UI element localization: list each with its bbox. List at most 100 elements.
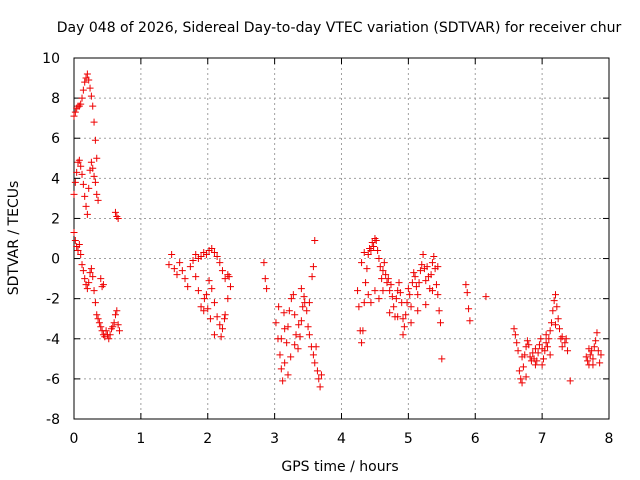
data-point	[367, 299, 375, 307]
data-point	[535, 341, 543, 349]
data-point	[114, 321, 122, 329]
data-point	[97, 275, 105, 283]
data-point	[358, 339, 366, 347]
data-point	[85, 279, 93, 287]
data-point	[594, 347, 602, 355]
y-tick-label: -6	[46, 372, 60, 388]
data-point	[304, 323, 312, 331]
data-point	[585, 345, 593, 353]
data-point	[113, 307, 121, 315]
data-point	[517, 375, 525, 383]
data-point	[550, 297, 558, 305]
x-tick-labels: 0 1 2 3 4 5 6 7 8	[70, 431, 614, 447]
data-point	[309, 351, 317, 359]
x-tick-label: 4	[337, 431, 346, 447]
data-point	[208, 245, 216, 253]
data-point	[78, 261, 86, 269]
data-point	[596, 359, 604, 367]
data-point	[208, 285, 216, 293]
data-point	[86, 84, 94, 92]
data-point	[399, 331, 407, 339]
data-point	[220, 315, 228, 323]
data-point	[432, 281, 440, 289]
y-tick-label: -8	[46, 412, 60, 428]
data-point	[386, 309, 394, 317]
data-point	[78, 170, 86, 178]
data-point	[216, 259, 224, 267]
data-point	[422, 301, 430, 309]
data-point	[515, 367, 523, 375]
data-point	[85, 76, 93, 84]
data-point	[376, 263, 384, 271]
data-point	[260, 259, 268, 267]
data-point	[590, 343, 598, 351]
data-point	[277, 335, 285, 343]
data-point	[522, 373, 530, 381]
data-point	[375, 295, 383, 303]
data-point	[374, 247, 382, 255]
data-point	[87, 265, 95, 273]
data-point	[275, 303, 283, 311]
data-point	[221, 275, 229, 283]
data-point	[518, 379, 526, 387]
data-point	[388, 293, 396, 301]
data-point	[311, 237, 319, 245]
data-point	[204, 305, 212, 313]
data-point	[545, 335, 553, 343]
data-point	[387, 281, 395, 289]
data-point	[210, 299, 218, 307]
data-point	[422, 277, 430, 285]
data-point	[197, 303, 205, 311]
data-point	[380, 259, 388, 267]
data-point	[465, 305, 473, 313]
data-point	[102, 327, 110, 335]
data-point	[407, 319, 415, 327]
data-point	[291, 341, 299, 349]
data-point	[95, 319, 103, 327]
data-point	[202, 291, 210, 299]
data-point	[359, 327, 367, 335]
data-point	[303, 307, 311, 315]
data-point	[546, 327, 554, 335]
data-point	[111, 311, 119, 319]
data-point	[311, 359, 319, 367]
data-point	[189, 257, 197, 265]
data-point	[526, 353, 534, 361]
data-point	[519, 363, 527, 371]
data-point	[406, 291, 414, 299]
data-point	[354, 287, 362, 295]
data-point	[83, 285, 91, 293]
data-point	[315, 375, 323, 383]
data-point	[463, 289, 471, 297]
data-point	[362, 279, 370, 287]
data-point	[586, 351, 594, 359]
data-point	[538, 361, 546, 369]
data-point	[300, 293, 308, 301]
x-tick-label: 5	[404, 431, 413, 447]
data-point	[217, 333, 225, 341]
data-point	[210, 249, 218, 257]
data-point	[283, 339, 291, 347]
data-point	[165, 261, 173, 269]
data-point	[86, 269, 94, 277]
data-point	[93, 311, 101, 319]
data-point	[285, 307, 293, 315]
y-tick-label: 10	[42, 51, 60, 67]
data-point	[552, 291, 559, 299]
data-point	[394, 313, 402, 321]
data-point	[564, 347, 572, 355]
data-point	[534, 349, 542, 357]
data-point	[511, 331, 519, 339]
data-point	[202, 251, 210, 259]
data-point	[176, 259, 184, 267]
data-point	[309, 263, 317, 271]
data-point	[226, 283, 234, 291]
data-point	[192, 273, 200, 281]
x-tick-label: 0	[70, 431, 79, 447]
data-point	[404, 285, 412, 293]
data-point	[89, 102, 97, 110]
data-point	[79, 86, 87, 94]
data-point	[91, 178, 99, 186]
data-point	[416, 267, 424, 275]
data-point	[87, 158, 95, 166]
